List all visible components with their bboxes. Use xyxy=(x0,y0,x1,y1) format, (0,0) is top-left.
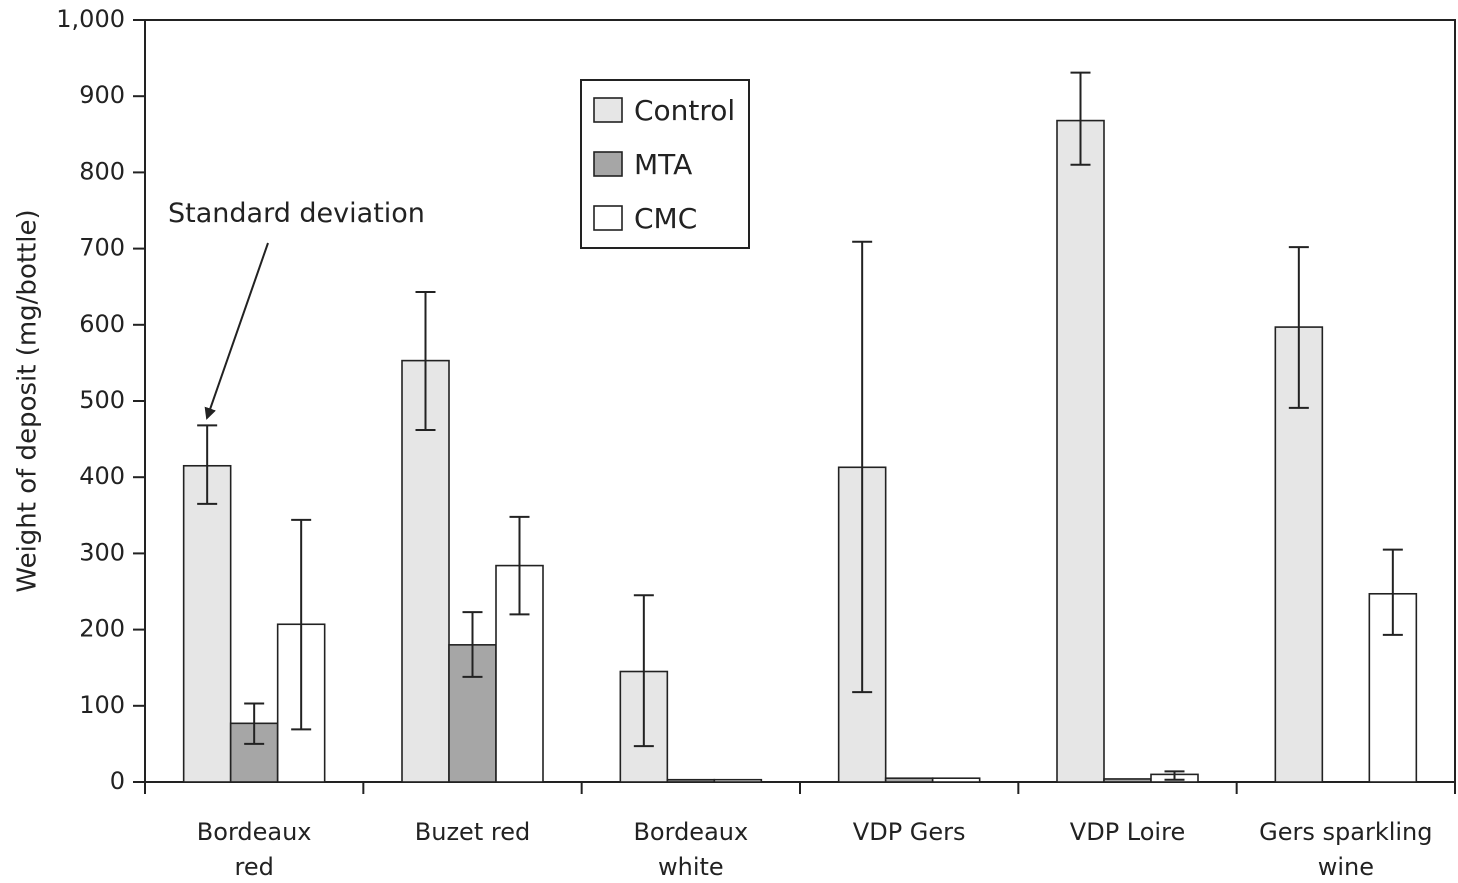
y-tick-label: 700 xyxy=(79,234,125,262)
legend-swatch-control xyxy=(593,97,623,123)
x-category-label: Buzet red xyxy=(415,818,530,846)
y-tick-label: 400 xyxy=(79,462,125,490)
bar-control-0 xyxy=(182,464,232,783)
y-tick-label: 500 xyxy=(79,386,125,414)
y-tick-label: 800 xyxy=(79,157,125,185)
x-category-label: VDP Gers xyxy=(853,818,966,846)
legend-label-mta: MTA xyxy=(634,148,692,181)
x-category-label: white xyxy=(658,853,724,881)
annotation-text: Standard deviation xyxy=(168,198,425,229)
legend-label-cmc: CMC xyxy=(634,202,697,235)
y-tick-label: 100 xyxy=(79,691,125,719)
x-category-label: Bordeaux xyxy=(197,818,312,846)
bar-control-4 xyxy=(1056,119,1105,783)
bar-cmc-3 xyxy=(931,777,981,783)
y-axis: 0 100 200 300 400 500 600 700 800 900 1,000 xyxy=(56,5,145,795)
legend-swatch-mta xyxy=(593,151,623,177)
legend-swatch-cmc xyxy=(593,205,623,231)
bar-mta-3 xyxy=(884,777,934,783)
y-tick-label: 600 xyxy=(79,310,125,338)
plot-frame xyxy=(144,19,1456,783)
legend-label-control: Control xyxy=(634,94,735,127)
y-axis-title: Weight of deposit (mg/bottle) xyxy=(13,209,43,592)
error-bars-group xyxy=(197,71,1403,781)
x-axis: Bordeaux red Buzet red Bordeaux white VDP Ger… xyxy=(144,782,1456,881)
y-tick-label: 300 xyxy=(79,538,125,566)
x-category-label: Gers sparkling xyxy=(1259,818,1432,846)
annotation-arrow xyxy=(204,242,269,420)
x-category-label: red xyxy=(234,853,273,881)
bar-mta-4 xyxy=(1103,778,1152,783)
bar-cmc-2 xyxy=(713,778,763,783)
standard-deviation-annotation: Standard deviation xyxy=(168,198,425,420)
x-category-label: Bordeaux xyxy=(633,818,748,846)
y-tick-label: 200 xyxy=(79,615,125,643)
x-category-label: VDP Loire xyxy=(1070,818,1185,846)
legend: Control MTA CMC xyxy=(580,79,750,249)
x-category-label: wine xyxy=(1318,853,1374,881)
y-tick-label: 0 xyxy=(110,767,125,795)
y-tick-label: 1,000 xyxy=(56,5,125,33)
bar-mta-2 xyxy=(666,778,716,783)
y-tick-label: 900 xyxy=(79,81,125,109)
